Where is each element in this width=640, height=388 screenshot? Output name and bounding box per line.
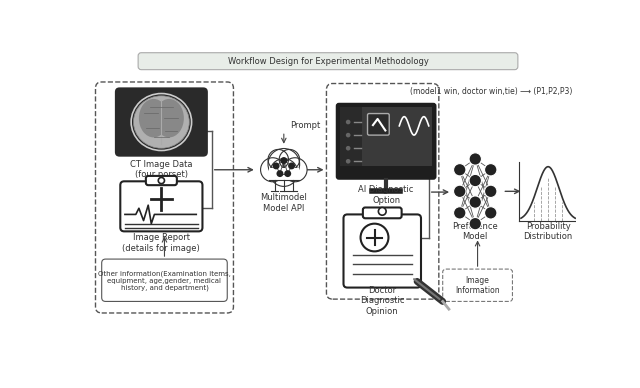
FancyBboxPatch shape	[268, 170, 300, 181]
Circle shape	[268, 149, 300, 180]
Text: Preference
Model: Preference Model	[452, 222, 498, 241]
Text: Image
Information: Image Information	[455, 275, 500, 295]
Ellipse shape	[154, 99, 184, 137]
Circle shape	[158, 177, 164, 184]
Circle shape	[276, 170, 284, 177]
Text: CT Image Data
(four porset): CT Image Data (four porset)	[130, 160, 193, 180]
Ellipse shape	[134, 96, 189, 148]
Circle shape	[469, 218, 481, 230]
FancyBboxPatch shape	[146, 176, 177, 185]
Text: Multimodel
Model API: Multimodel Model API	[260, 193, 307, 213]
Circle shape	[283, 158, 307, 182]
Text: Probability
Distribution: Probability Distribution	[524, 222, 573, 241]
FancyBboxPatch shape	[340, 107, 432, 166]
Circle shape	[454, 185, 466, 197]
FancyBboxPatch shape	[269, 168, 299, 180]
FancyBboxPatch shape	[340, 107, 362, 166]
Text: Image Report
(details for image): Image Report (details for image)	[122, 233, 200, 253]
FancyBboxPatch shape	[115, 87, 208, 157]
FancyBboxPatch shape	[336, 103, 436, 180]
Circle shape	[360, 223, 388, 251]
Circle shape	[279, 149, 300, 170]
Circle shape	[469, 153, 481, 165]
Text: (model1 win, doctor win,tie) ⟶ (P1,P2,P3): (model1 win, doctor win,tie) ⟶ (P1,P2,P3…	[410, 87, 572, 96]
Circle shape	[288, 163, 295, 170]
Circle shape	[346, 146, 351, 151]
FancyBboxPatch shape	[102, 259, 227, 301]
Text: Other information(Examination items,
equipment, age,gender, medical
history, and: Other information(Examination items, equ…	[98, 270, 231, 291]
Circle shape	[454, 207, 466, 219]
FancyBboxPatch shape	[344, 215, 421, 288]
Ellipse shape	[139, 99, 168, 137]
Circle shape	[378, 208, 386, 215]
Circle shape	[270, 159, 298, 186]
Circle shape	[469, 196, 481, 208]
FancyBboxPatch shape	[363, 208, 402, 218]
Text: Doctor
Diagnostic
Opinion: Doctor Diagnostic Opinion	[360, 286, 404, 315]
Circle shape	[484, 185, 497, 197]
Text: Prompt: Prompt	[290, 121, 320, 130]
Circle shape	[268, 149, 289, 170]
FancyBboxPatch shape	[138, 53, 518, 70]
Circle shape	[273, 163, 280, 170]
Circle shape	[454, 164, 466, 176]
FancyBboxPatch shape	[120, 181, 202, 231]
FancyBboxPatch shape	[367, 114, 389, 135]
Circle shape	[260, 158, 285, 182]
Circle shape	[484, 207, 497, 219]
Circle shape	[346, 133, 351, 137]
Text: AI Diagnostic
Option: AI Diagnostic Option	[358, 185, 414, 205]
Text: Workflow Design for Experimental Methodology: Workflow Design for Experimental Methodo…	[228, 57, 428, 66]
Circle shape	[469, 174, 481, 187]
Circle shape	[284, 170, 291, 177]
Circle shape	[346, 159, 351, 164]
Circle shape	[346, 120, 351, 124]
Circle shape	[280, 157, 287, 164]
Circle shape	[484, 164, 497, 176]
